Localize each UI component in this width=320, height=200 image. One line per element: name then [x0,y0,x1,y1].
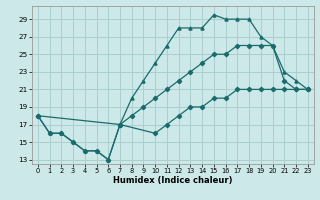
X-axis label: Humidex (Indice chaleur): Humidex (Indice chaleur) [113,176,233,185]
